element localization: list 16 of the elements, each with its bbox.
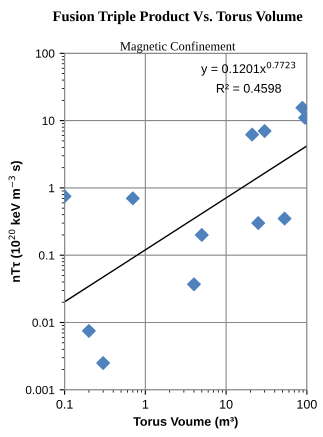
- y-tick-label: 10: [42, 116, 54, 126]
- chart-subtitle: Magnetic Confinement: [120, 42, 236, 54]
- y-tick-label: 1: [49, 184, 54, 192]
- y-tick-label: 0.001: [26, 386, 54, 394]
- y-axis-title: nTτ (10$^{20}$ keV m$^{−3}$ s): [8, 161, 22, 282]
- x-tick-label: 0.1: [56, 400, 73, 409]
- x-tick-label: 1: [142, 400, 148, 409]
- x-tick-label: 10: [220, 400, 233, 409]
- y-tick-label: 0.1: [38, 251, 54, 260]
- y-tick-label: 100: [36, 49, 54, 58]
- annotation: R² = 0.4598: [216, 84, 281, 93]
- annotation: y = 0.1201x$^{0.7723}$: [201, 62, 296, 76]
- chart-title: Fusion Triple Product Vs. Torus Volume: [52, 10, 302, 24]
- x-tick-label: 100: [297, 400, 317, 409]
- x-axis-title: Torus Voume (m³): [133, 416, 238, 428]
- y-tick-label: 0.01: [32, 318, 54, 327]
